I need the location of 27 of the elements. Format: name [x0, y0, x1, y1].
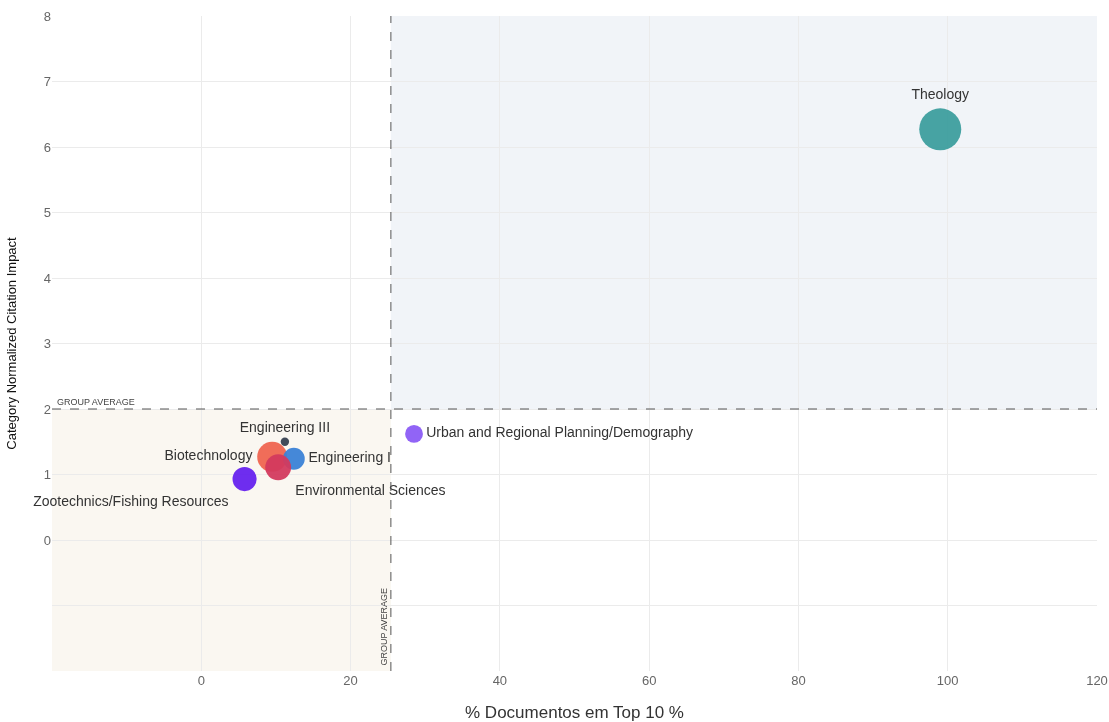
- series-label: Engineering I: [308, 449, 391, 466]
- x-tick-label: 40: [492, 673, 508, 688]
- series-label: Zootechnics/Fishing Resources: [33, 492, 229, 509]
- x-tick-label: 60: [641, 673, 657, 688]
- y-tick-label: 8: [43, 8, 51, 24]
- series-label: Environmental Sciences: [295, 481, 446, 498]
- ref-line-label: GROUP AVERAGE: [379, 587, 390, 666]
- x-tick-label: 20: [343, 673, 358, 688]
- series-label: Engineering III: [239, 419, 331, 435]
- x-tick-label: 80: [791, 673, 806, 688]
- y-tick-label: 3: [43, 336, 51, 352]
- y-tick-label: 2: [43, 401, 51, 417]
- x-axis-title: % Documentos em Top 10 %: [465, 703, 684, 722]
- y-axis-title: Category Normalized Citation Impact: [4, 236, 19, 450]
- y-tick-label: 6: [43, 139, 51, 155]
- x-tick-label: 0: [197, 673, 205, 688]
- x-tick-label: 120: [1086, 673, 1108, 688]
- series-label: Urban and Regional Planning/Demography: [426, 424, 694, 441]
- x-tick-label: 100: [936, 673, 959, 688]
- series-label: Biotechnology: [164, 447, 253, 464]
- y-tick-label: 5: [43, 205, 51, 221]
- series-label: Theology: [911, 85, 970, 102]
- ref-line-label: GROUP AVERAGE: [57, 397, 135, 407]
- y-tick-label: 1: [43, 467, 51, 483]
- y-tick-label: 4: [43, 270, 51, 286]
- y-tick-label: 0: [43, 532, 51, 548]
- y-tick-label: 7: [43, 74, 51, 90]
